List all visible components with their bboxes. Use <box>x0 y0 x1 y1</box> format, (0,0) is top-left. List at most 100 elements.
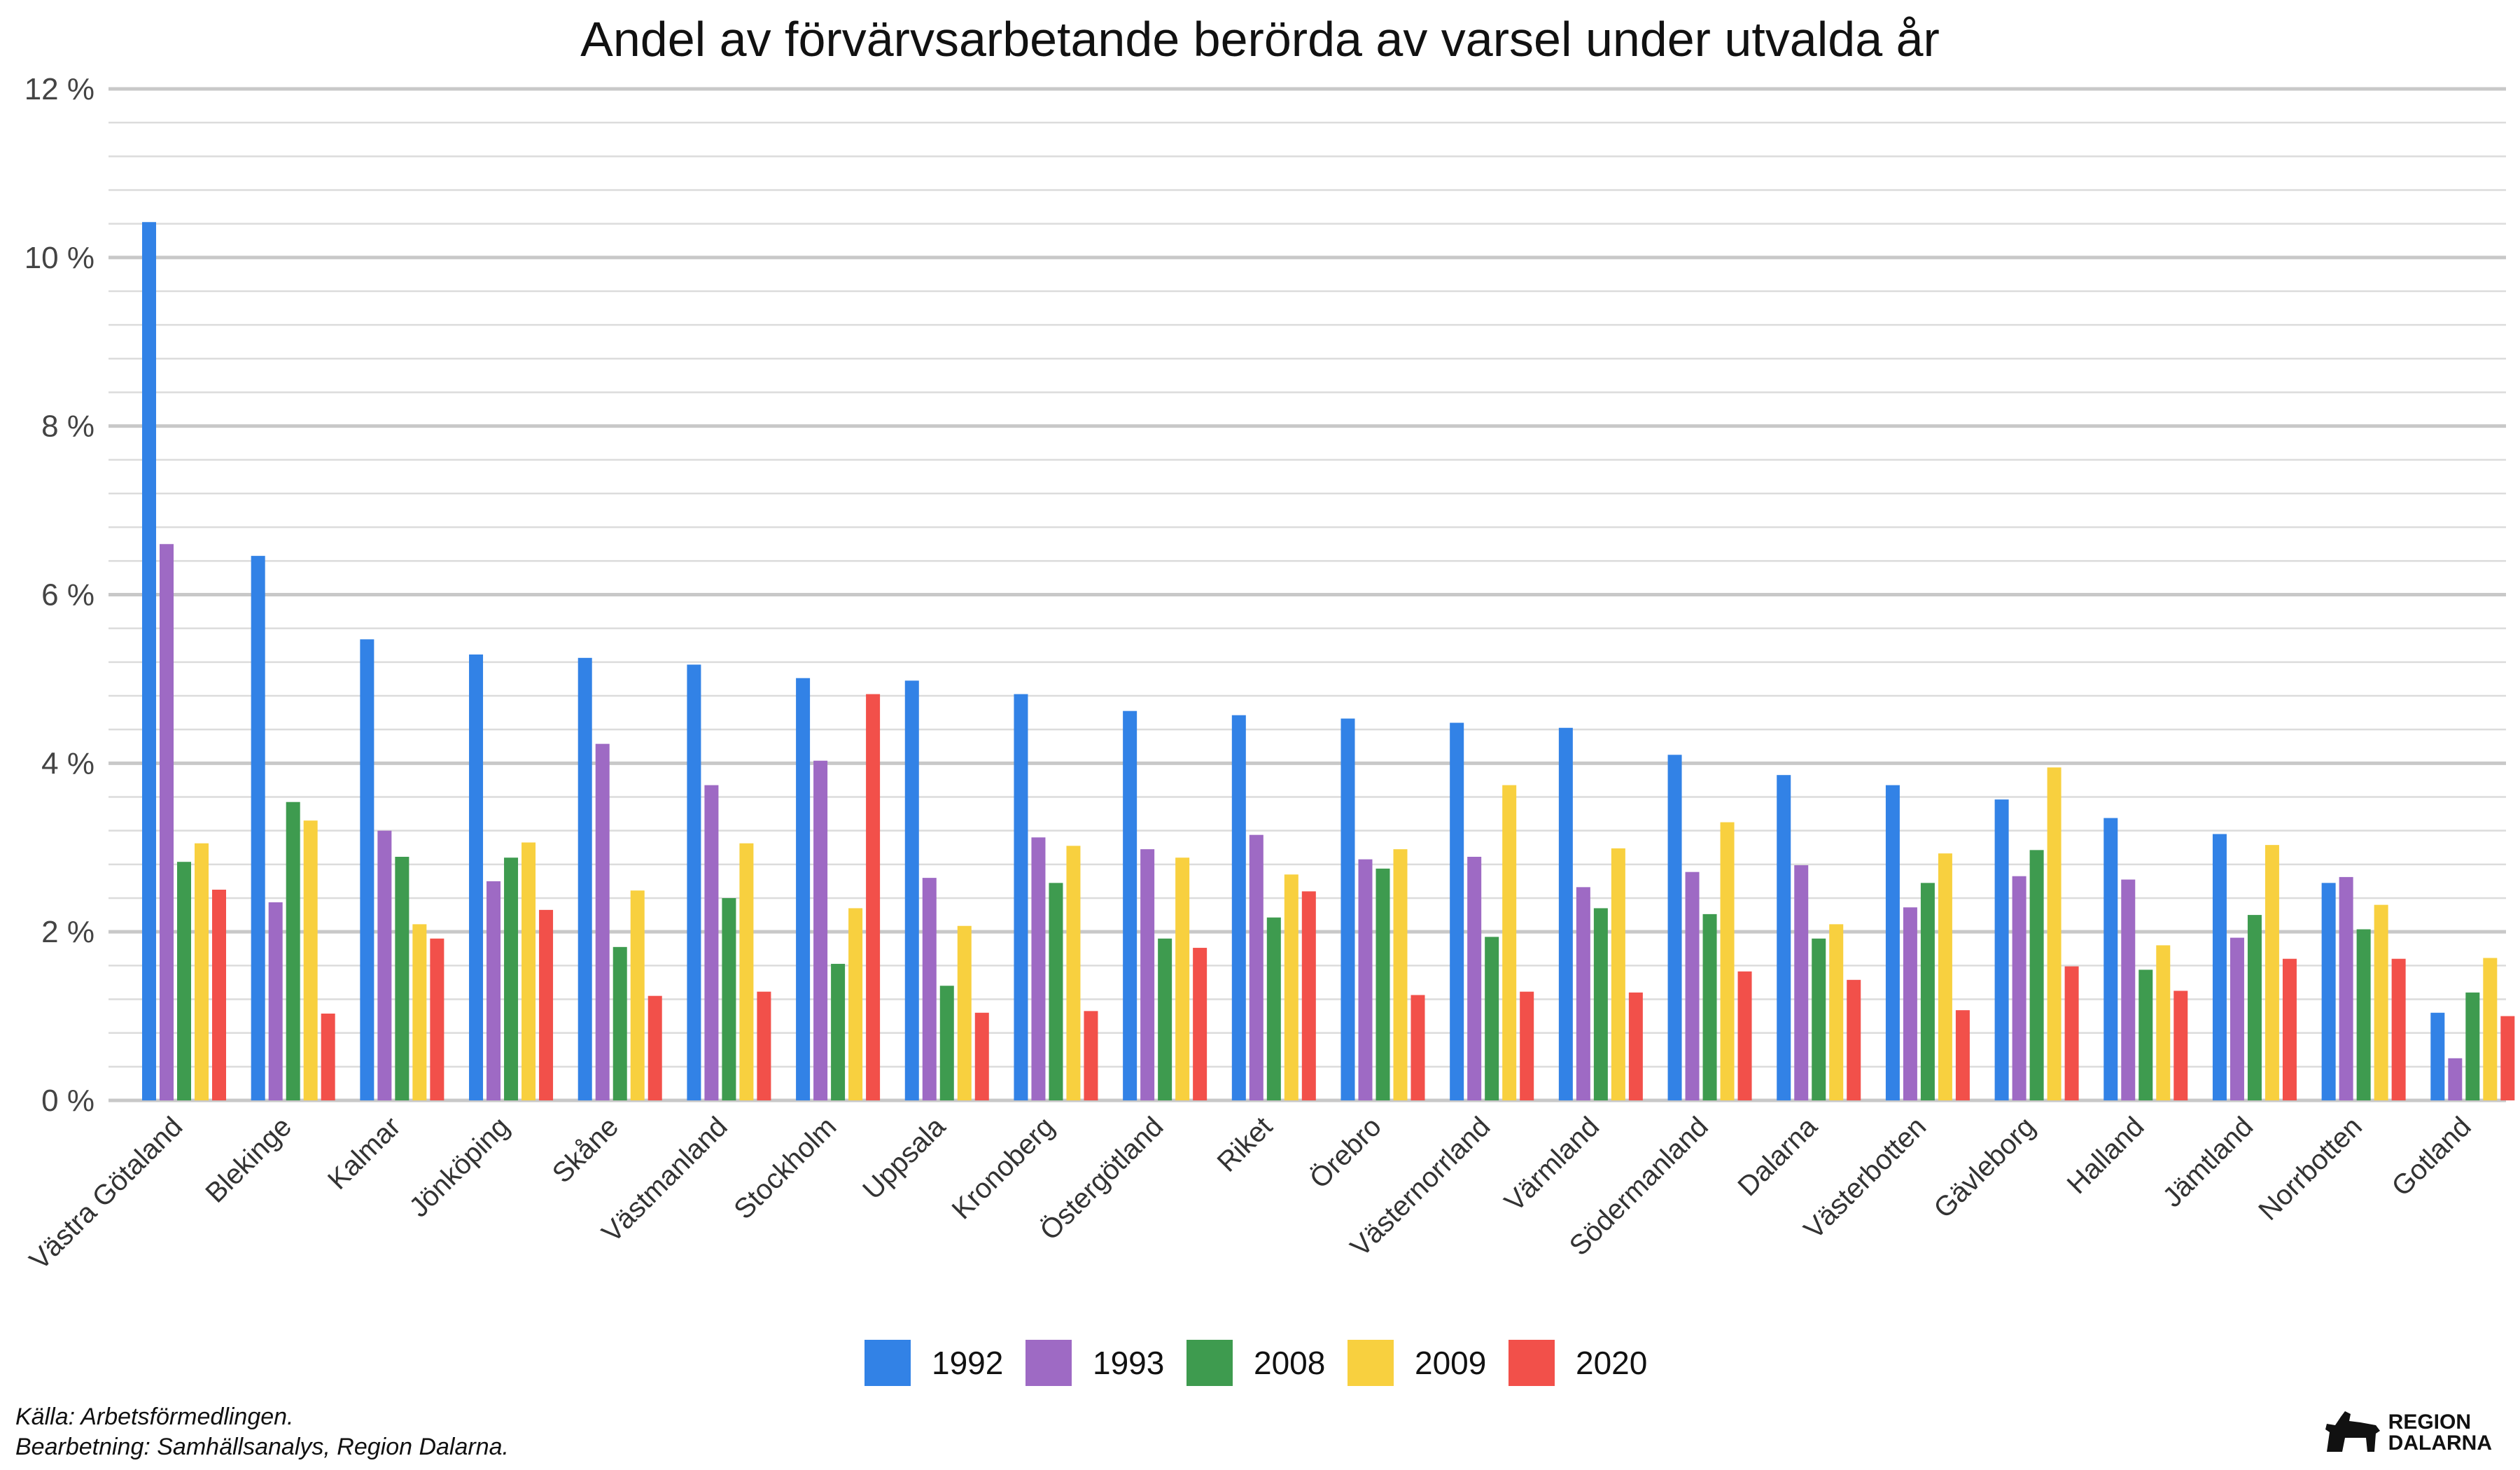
bar-1993-1 <box>268 902 283 1100</box>
bar-2020-13 <box>1628 992 1643 1100</box>
bar-2008-6 <box>831 963 846 1100</box>
bar-2008-18 <box>2138 969 2153 1100</box>
category-label: Skåne <box>547 1111 624 1189</box>
bar-1992-0 <box>142 222 156 1101</box>
bar-1992-11 <box>1340 718 1355 1100</box>
source-line: Källa: Arbetsförmedlingen. <box>15 1404 294 1430</box>
bars <box>142 222 2515 1101</box>
legend-label: 2008 <box>1254 1345 1325 1381</box>
legend-swatch-1992 <box>864 1340 911 1386</box>
bar-2020-15 <box>1847 979 1861 1100</box>
bar-1993-17 <box>2012 876 2026 1100</box>
logo-line-2: DALARNA <box>2388 1432 2492 1455</box>
legend-label: 1993 <box>1093 1345 1164 1381</box>
y-tick-label: 8 % <box>41 410 94 444</box>
category-label: Jönköping <box>403 1111 515 1223</box>
bar-2020-10 <box>1301 891 1316 1100</box>
chart-title: Andel av förvärvsarbetande berörda av va… <box>580 12 1940 66</box>
bar-1993-0 <box>160 544 174 1100</box>
bar-2009-9 <box>1175 858 1190 1100</box>
bar-1993-3 <box>486 881 501 1100</box>
bar-2020-16 <box>1955 1010 1970 1100</box>
bar-2020-1 <box>321 1013 335 1100</box>
bar-1993-18 <box>2121 879 2136 1100</box>
category-label: Örebro <box>1304 1111 1387 1194</box>
category-label: Uppsala <box>857 1111 951 1205</box>
legend-label: 2020 <box>1576 1345 1647 1381</box>
bar-1993-14 <box>1685 872 1700 1100</box>
bar-2008-19 <box>2247 915 2262 1100</box>
bar-2008-11 <box>1376 868 1390 1100</box>
y-tick-label: 2 % <box>41 915 94 949</box>
bar-1992-20 <box>2321 883 2336 1100</box>
y-tick-label: 0 % <box>41 1084 94 1118</box>
legend-swatch-1993 <box>1026 1340 1072 1386</box>
bar-1993-10 <box>1249 834 1264 1100</box>
bar-1992-14 <box>1667 755 1682 1100</box>
category-label: Värmland <box>1499 1111 1605 1217</box>
bar-1992-19 <box>2212 834 2227 1100</box>
bar-1993-9 <box>1140 849 1155 1100</box>
bar-2020-2 <box>430 938 444 1100</box>
bar-1992-8 <box>1014 694 1028 1100</box>
dalahorse-icon <box>2325 1411 2380 1452</box>
logo-text: REGION DALARNA <box>2388 1412 2492 1454</box>
bar-1993-13 <box>1576 887 1590 1100</box>
bar-1992-7 <box>904 680 919 1100</box>
bar-2008-16 <box>1920 883 1935 1100</box>
category-label: Kalmar <box>322 1111 407 1196</box>
bar-1993-8 <box>1031 837 1046 1100</box>
bar-2008-4 <box>612 946 627 1100</box>
bar-2009-11 <box>1393 849 1408 1100</box>
bar-1993-12 <box>1467 856 1482 1100</box>
bar-1993-11 <box>1358 859 1373 1100</box>
bar-2020-17 <box>2064 966 2079 1100</box>
bar-1992-12 <box>1450 722 1464 1100</box>
bar-2008-2 <box>395 856 410 1100</box>
category-label: Blekinge <box>200 1111 298 1209</box>
bar-2008-15 <box>1812 938 1826 1100</box>
bar-2008-21 <box>2465 992 2480 1100</box>
y-tick-label: 12 % <box>24 72 94 106</box>
bar-1993-15 <box>1794 865 1809 1100</box>
bar-2008-10 <box>1266 917 1281 1100</box>
bar-2009-0 <box>195 843 209 1100</box>
legend-swatch-2008 <box>1186 1340 1233 1386</box>
bar-2020-7 <box>974 1012 989 1100</box>
bar-2020-6 <box>866 694 881 1100</box>
bar-2020-19 <box>2282 958 2297 1100</box>
category-label: Västra Götaland <box>24 1111 189 1276</box>
bar-1992-9 <box>1123 710 1138 1100</box>
legend: 1992 1993 2008 2009 2020 <box>864 1340 1647 1386</box>
bar-2020-9 <box>1193 948 1208 1100</box>
bar-2020-5 <box>757 991 771 1100</box>
bar-2008-17 <box>2029 850 2044 1100</box>
legend-swatch-2020 <box>1508 1340 1555 1386</box>
category-label: Riket <box>1212 1111 1279 1178</box>
y-axis: 0 % 2 % 4 % 6 % 8 % 10 % 12 % <box>24 72 94 1118</box>
bar-2008-9 <box>1158 938 1172 1100</box>
category-label: Norrbotten <box>2253 1111 2368 1226</box>
bar-2020-11 <box>1410 995 1425 1100</box>
bar-2008-13 <box>1593 908 1608 1100</box>
bar-2009-13 <box>1611 848 1625 1100</box>
bar-1992-10 <box>1231 715 1246 1100</box>
bar-2020-20 <box>2391 958 2406 1100</box>
legend-label: 1992 <box>932 1345 1003 1381</box>
bar-2020-8 <box>1084 1011 1098 1100</box>
bar-2009-4 <box>630 890 645 1100</box>
bar-1993-21 <box>2448 1058 2463 1100</box>
y-tick-label: 10 % <box>24 241 94 275</box>
y-tick-label: 4 % <box>41 746 94 780</box>
bar-2009-16 <box>1938 853 1952 1100</box>
bar-2009-20 <box>2374 904 2388 1100</box>
category-label: Jämtland <box>2157 1111 2259 1213</box>
bar-1992-17 <box>1994 799 2009 1100</box>
category-label: Stockholm <box>728 1111 842 1225</box>
bar-1993-16 <box>1903 907 1917 1100</box>
bar-2009-5 <box>739 843 754 1100</box>
bar-1992-21 <box>2430 1012 2445 1100</box>
bar-1992-15 <box>1777 775 1791 1100</box>
